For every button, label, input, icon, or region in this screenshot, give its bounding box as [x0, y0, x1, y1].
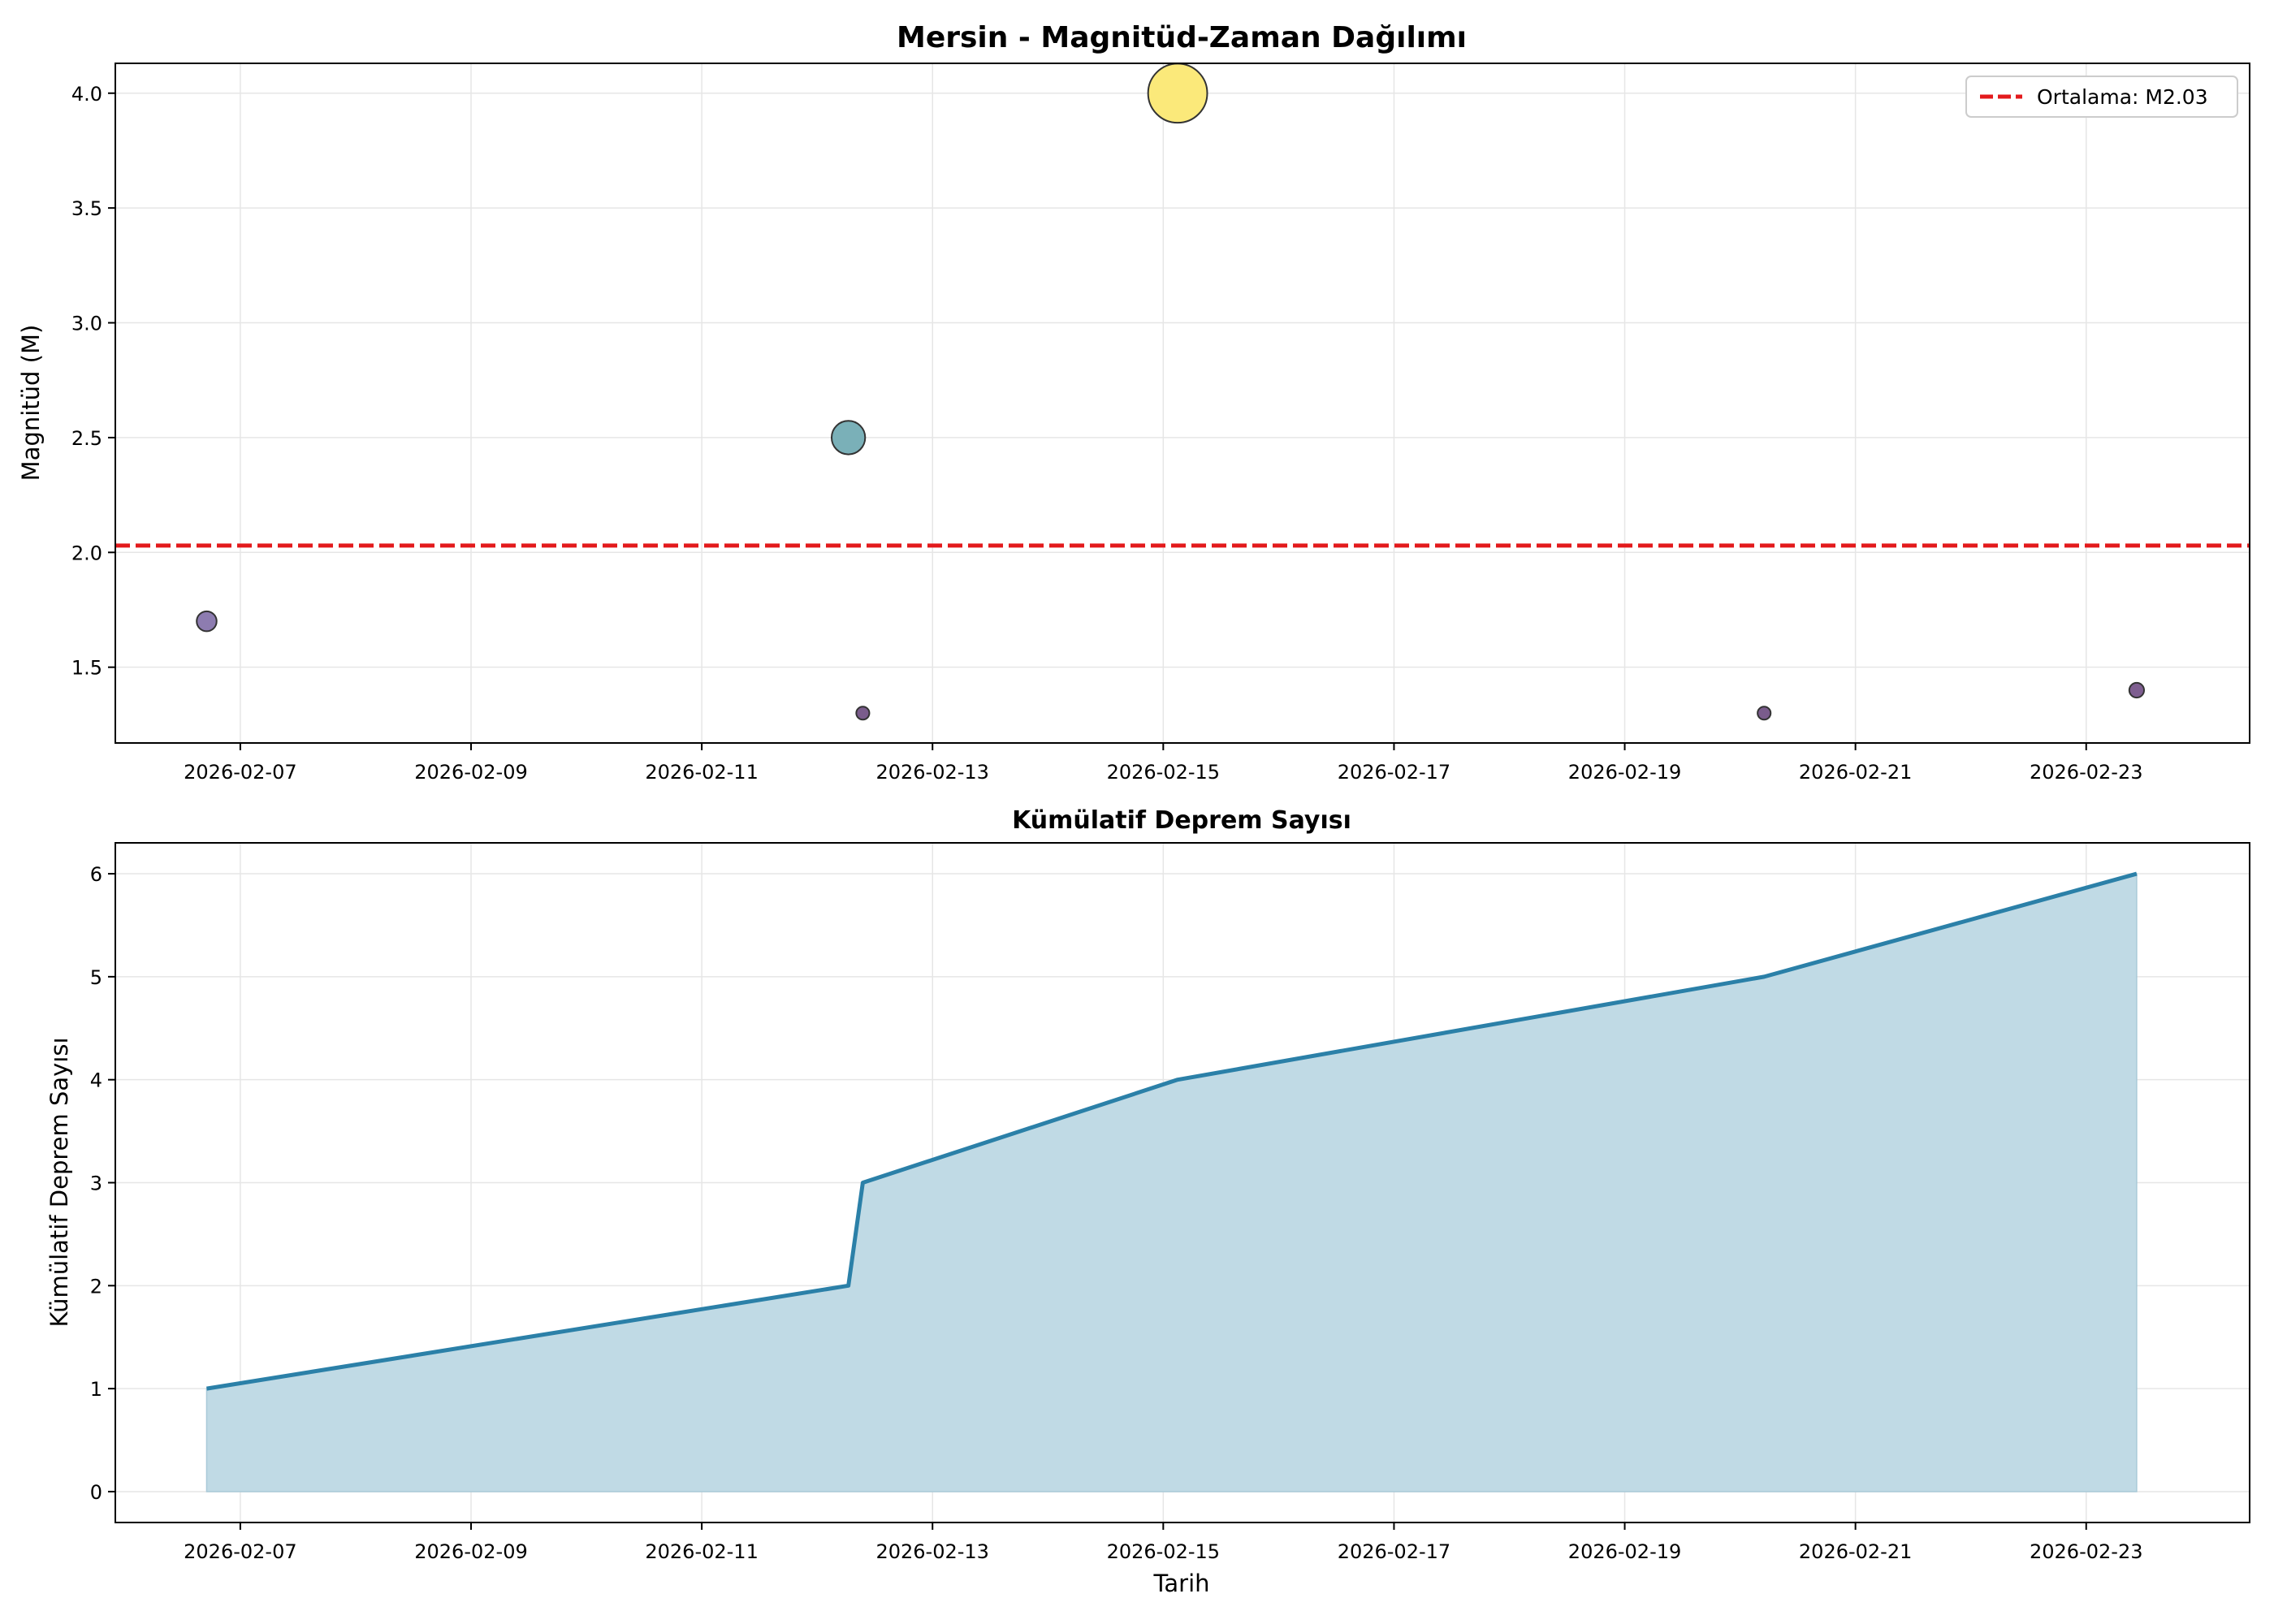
cumulative-line	[206, 871, 2138, 1391]
x-tick-label: 2026-02-19	[1568, 1540, 1681, 1563]
cumulative-chart-title: Kümülatif Deprem Sayısı	[1012, 806, 1351, 835]
magnitude-chart-title: Mersin - Magnitüd-Zaman Dağılımı	[897, 21, 1467, 54]
x-tick-label: 2026-02-15	[1107, 1540, 1220, 1563]
x-tick-label: 2026-02-07	[184, 761, 296, 784]
x-tick-label: 2026-02-15	[1107, 761, 1220, 784]
x-tick-label: 2026-02-09	[414, 1540, 527, 1563]
x-tick-label: 2026-02-23	[2030, 761, 2142, 784]
x-tick-label: 2026-02-13	[875, 1540, 988, 1563]
legend-box	[1965, 76, 2238, 118]
y-tick-label: 1.5	[71, 657, 102, 680]
magnitude-grid	[115, 63, 2250, 743]
earthquake-point	[196, 610, 218, 633]
x-tick-label: 2026-02-11	[645, 761, 758, 784]
magnitude-plot-frame	[115, 63, 2250, 744]
cumulative-area-series	[205, 871, 2138, 1492]
magnitude-legend: Ortalama: M2.03	[1965, 76, 2238, 118]
x-tick-label: 2026-02-13	[875, 761, 988, 784]
x-tick-label: 2026-02-21	[1799, 761, 1912, 784]
x-tick-label: 2026-02-07	[184, 1540, 296, 1563]
x-tick-label: 2026-02-23	[2030, 1540, 2142, 1563]
cumulative-panel: Kümülatif Deprem Sayısı Kümülatif Deprem…	[45, 806, 2250, 1597]
y-tick-label: 4.0	[71, 83, 102, 106]
x-tick-label: 2026-02-09	[414, 761, 527, 784]
y-tick-label: 3	[90, 1173, 102, 1195]
x-tick-label: 2026-02-19	[1568, 761, 1681, 784]
magnitude-time-panel: Mersin - Magnitüd-Zaman Dağılımı Magnitü…	[17, 21, 2250, 784]
earthquake-point	[1757, 706, 1772, 721]
y-tick-label: 4	[90, 1069, 102, 1092]
earthquake-point	[830, 420, 867, 456]
cumulative-y-axis-label: Kümülatif Deprem Sayısı	[45, 1037, 73, 1327]
cumulative-plot-frame	[115, 842, 2250, 1523]
y-tick-label: 2.0	[71, 542, 102, 564]
y-tick-label: 2.5	[71, 427, 102, 450]
x-tick-label: 2026-02-21	[1799, 1540, 1912, 1563]
y-tick-label: 5	[90, 966, 102, 989]
x-tick-label: 2026-02-17	[1338, 761, 1450, 784]
earthquake-point	[1147, 63, 1208, 124]
y-tick-label: 2	[90, 1275, 102, 1298]
cumulative-x-axis-label: Tarih	[1152, 1570, 1209, 1597]
magnitude-points	[196, 63, 2146, 721]
earthquake-point	[2128, 681, 2146, 699]
earthquake-point	[855, 706, 871, 721]
y-tick-label: 6	[90, 863, 102, 886]
legend-mean-label: Ortalama: M2.03	[2037, 85, 2208, 109]
y-tick-label: 1	[90, 1378, 102, 1401]
x-tick-label: 2026-02-17	[1338, 1540, 1450, 1563]
x-tick-label: 2026-02-11	[645, 1540, 758, 1563]
y-tick-label: 3.0	[71, 313, 102, 335]
cumulative-ticks: 2026-02-07 2026-02-09 2026-02-11 2026-02-13…	[90, 863, 2143, 1563]
magnitude-ticks: 2026-02-07 2026-02-09 2026-02-11 2026-02-13…	[71, 83, 2143, 784]
y-tick-label: 0	[90, 1481, 102, 1504]
y-tick-label: 3.5	[71, 197, 102, 220]
magnitude-y-axis-label: Magnitüd (M)	[17, 325, 45, 482]
